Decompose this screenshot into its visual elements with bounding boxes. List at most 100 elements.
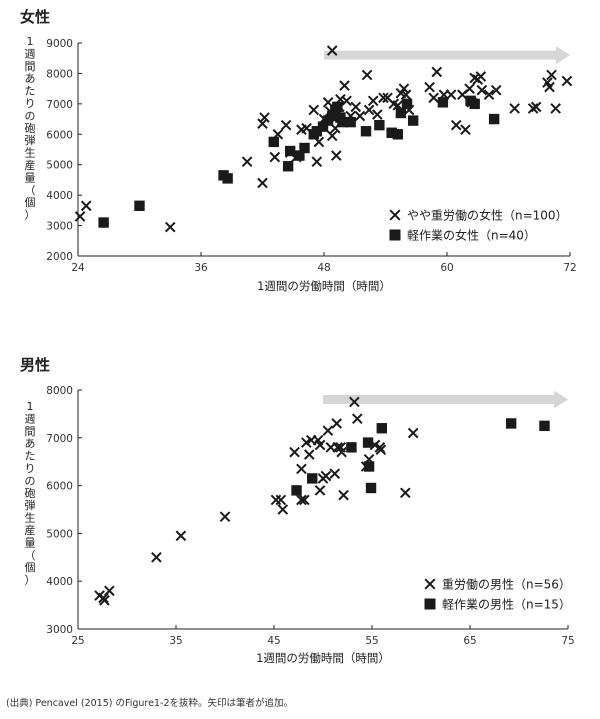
x-marker-point [561,75,573,87]
legend-square-marker [389,229,401,241]
x-marker-point [450,119,462,131]
x-marker-point [164,221,176,233]
series-square [98,95,500,228]
x-marker-point [490,84,502,96]
y-tick-label: 6000 [46,481,73,493]
x-marker-point [257,118,268,129]
x-marker-point [350,101,362,113]
y-tick-label: 5000 [46,160,73,172]
x-marker-point [329,468,341,479]
x-tick-label: 75 [561,635,574,647]
square-marker-point [401,98,413,110]
x-marker-point [314,439,326,451]
square-marker-point [345,116,356,128]
x-marker-point [80,200,92,212]
legend-entry: やや重労働の女性（n=100） [407,208,568,223]
x-marker-point [257,177,268,189]
x-marker-point [354,110,366,122]
square-marker-point [376,423,387,434]
y-tick-label: 4000 [46,190,73,202]
x-marker-point [320,470,332,482]
y-tick-label: 8000 [46,68,73,80]
legend-entry: 重労働の男性（n=56） [442,578,571,592]
y-tick-label: 7000 [46,433,73,445]
x-marker-point [428,92,439,104]
x-marker-point [289,446,300,458]
legend-square-marker [424,598,436,610]
x-marker-point [99,595,110,606]
x-marker-point [311,156,323,167]
square-marker-point [284,145,296,157]
x-marker-point [509,103,520,114]
x-marker-point [331,418,343,429]
x-marker-point [277,504,289,515]
y-tick-label: 8000 [46,385,73,397]
square-marker-point [395,107,407,119]
square-marker-point [134,200,145,211]
square-marker-point [374,119,385,131]
x-marker-point [341,95,352,107]
x-tick-label: 72 [563,262,576,274]
square-marker-point [307,473,318,484]
x-marker-point [400,89,412,101]
x-tick-label: 36 [194,262,208,274]
trend-arrow [324,46,570,65]
x-marker-point [219,511,231,522]
square-marker-point [392,129,403,140]
x-marker-point [280,119,292,131]
square-marker-point [539,420,550,432]
legend-entry: 軽作業の女性（n=40） [407,228,536,243]
x-tick-label: 35 [169,635,182,647]
square-marker-point [363,461,375,472]
x-marker-point [527,103,539,114]
x-axis-label: 1週間の労働時間（時間） [256,651,390,665]
x-marker-point [476,84,488,96]
y-tick-label: 2000 [46,251,73,263]
x-marker-point [351,413,363,424]
x-marker-point [308,104,320,116]
y-tick-label: 6000 [46,129,73,141]
square-marker-point [222,173,233,184]
series-x [74,45,573,233]
x-marker-point [241,156,253,167]
x-marker-point [400,487,411,499]
x-marker-point [424,81,435,93]
y-axis-label: 1 週間あたりの砲弾生産量（個） [25,35,36,222]
x-marker-point [378,92,389,104]
x-marker-point [296,494,307,506]
x-tick-label: 55 [365,635,378,647]
square-marker-point [282,161,294,172]
square-marker-point [268,136,279,148]
y-tick-label: 9000 [46,38,73,50]
square-marker-point [337,116,348,128]
x-tick-label: 25 [71,635,84,647]
x-marker-point [322,425,334,436]
x-marker-point [469,72,480,84]
x-marker-point [339,80,350,91]
x-marker-point [460,124,471,136]
x-tick-label: 45 [267,635,280,647]
square-marker-point [299,142,310,154]
y-tick-label: 3000 [46,221,73,233]
square-marker-point [407,115,419,126]
chart-0: 女性 2000 3000 4000 5000 6000 7000 8000 9000 24 36 48… [20,8,577,293]
x-marker-point [464,83,475,94]
y-tick-label: 4000 [46,576,73,588]
square-marker-point [332,101,343,113]
x-marker-point [296,463,307,475]
square-marker-point [469,98,480,110]
x-marker-point [326,45,338,56]
x-marker-point [326,130,338,142]
square-marker-point [317,121,329,132]
square-marker-point [291,485,302,496]
x-marker-point [336,446,347,458]
square-marker-point [294,150,305,161]
series-square [291,418,550,496]
x-marker-point [269,151,281,163]
x-marker-point [259,112,270,123]
x-marker-point [375,444,387,456]
legend-x-marker [424,578,436,590]
square-marker-point [505,418,517,429]
x-marker-point [530,101,542,113]
